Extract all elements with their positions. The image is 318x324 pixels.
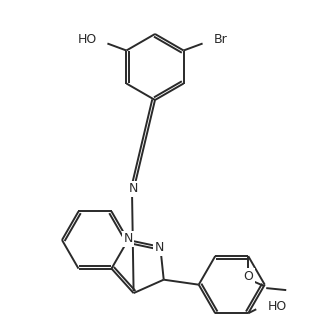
Text: O: O xyxy=(243,270,253,283)
Text: Br: Br xyxy=(214,33,227,46)
Text: N: N xyxy=(123,233,133,246)
Text: N: N xyxy=(128,182,138,195)
Text: HO: HO xyxy=(78,33,97,46)
Text: HO: HO xyxy=(268,300,287,313)
Text: N: N xyxy=(155,241,164,254)
